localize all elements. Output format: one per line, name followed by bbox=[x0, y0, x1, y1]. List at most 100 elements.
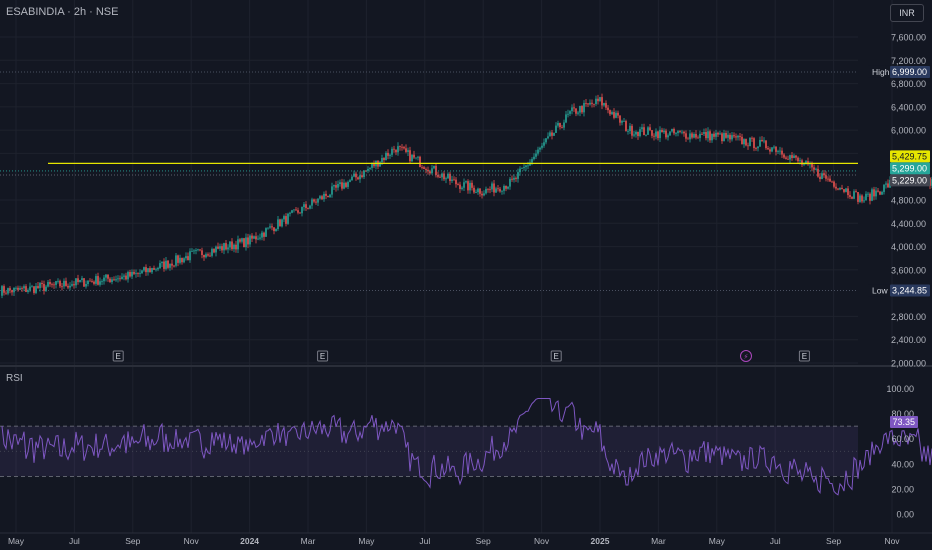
candle bbox=[805, 161, 807, 164]
candle bbox=[99, 281, 101, 285]
candle bbox=[237, 239, 239, 250]
candle bbox=[877, 190, 879, 192]
candle bbox=[689, 133, 691, 140]
rsi-tick-label: 60.00 bbox=[891, 434, 914, 444]
candle bbox=[349, 180, 351, 182]
candle bbox=[323, 193, 325, 200]
candle bbox=[147, 268, 149, 273]
candle bbox=[119, 278, 121, 280]
rsi-value-bg bbox=[890, 415, 918, 428]
candle bbox=[125, 275, 127, 280]
candle bbox=[673, 128, 675, 134]
candle bbox=[91, 281, 93, 282]
x-tick-label: May bbox=[709, 536, 726, 546]
candle bbox=[227, 247, 229, 250]
candle bbox=[137, 273, 139, 274]
candle bbox=[223, 243, 225, 251]
candle bbox=[421, 167, 423, 168]
candle bbox=[141, 270, 143, 274]
candle bbox=[175, 255, 177, 266]
candle bbox=[453, 179, 455, 181]
candle bbox=[777, 151, 779, 152]
candle bbox=[617, 112, 619, 116]
candle bbox=[671, 128, 673, 132]
candle bbox=[451, 179, 453, 181]
candle bbox=[521, 167, 523, 169]
candle bbox=[791, 155, 793, 158]
candle bbox=[669, 131, 671, 136]
candle bbox=[787, 158, 789, 160]
candle bbox=[709, 131, 711, 141]
candle bbox=[271, 226, 273, 228]
candle bbox=[347, 181, 349, 187]
candle bbox=[511, 178, 513, 180]
candle bbox=[143, 267, 145, 271]
candle bbox=[225, 243, 227, 250]
candle bbox=[395, 149, 397, 153]
candle bbox=[577, 112, 579, 114]
candle bbox=[801, 160, 803, 165]
candle bbox=[459, 184, 461, 189]
candle bbox=[387, 152, 389, 156]
candle bbox=[117, 278, 119, 280]
candle bbox=[399, 146, 401, 147]
x-tick-label: 2025 bbox=[591, 536, 610, 546]
candle bbox=[101, 281, 103, 283]
candle bbox=[65, 280, 67, 286]
candle bbox=[61, 286, 63, 288]
candle bbox=[285, 216, 287, 224]
earnings-marker bbox=[317, 350, 329, 362]
candle bbox=[149, 268, 151, 273]
candle bbox=[491, 183, 493, 190]
candle bbox=[531, 159, 533, 163]
candle bbox=[75, 278, 77, 286]
candle bbox=[403, 147, 405, 149]
candle bbox=[833, 181, 835, 187]
candle bbox=[875, 190, 877, 197]
candle bbox=[415, 157, 417, 159]
candle bbox=[11, 290, 13, 293]
candle bbox=[661, 129, 663, 133]
candle bbox=[57, 280, 59, 282]
candle bbox=[127, 272, 129, 280]
candle bbox=[579, 105, 581, 113]
candle bbox=[413, 154, 415, 158]
x-tick-label: Nov bbox=[184, 536, 200, 546]
candle bbox=[461, 187, 463, 189]
candle bbox=[783, 154, 785, 158]
earnings-marker bbox=[112, 350, 124, 362]
candle bbox=[393, 148, 395, 150]
candle bbox=[379, 162, 381, 167]
candle bbox=[657, 131, 659, 139]
candle bbox=[523, 166, 525, 168]
candle bbox=[739, 135, 741, 137]
candle bbox=[97, 276, 99, 285]
dividend-icon bbox=[740, 350, 752, 362]
candle bbox=[121, 276, 123, 280]
candle bbox=[549, 132, 551, 137]
candle bbox=[823, 173, 825, 176]
candle bbox=[321, 196, 323, 200]
candle bbox=[607, 107, 609, 111]
candle bbox=[283, 216, 285, 220]
candle bbox=[515, 177, 517, 179]
candle bbox=[479, 188, 481, 194]
candle bbox=[829, 178, 831, 182]
candle bbox=[297, 210, 299, 213]
candle bbox=[89, 280, 91, 282]
y-tick-label: 2,800.00 bbox=[891, 312, 926, 322]
candle bbox=[513, 177, 515, 180]
candle bbox=[557, 123, 559, 126]
y-tick-label: 6,400.00 bbox=[891, 102, 926, 112]
currency-button[interactable]: INR bbox=[890, 4, 924, 22]
candle bbox=[265, 228, 267, 237]
candle bbox=[251, 235, 253, 239]
candle bbox=[215, 246, 217, 253]
candle bbox=[45, 286, 47, 291]
candle bbox=[77, 278, 79, 283]
candle bbox=[595, 98, 597, 105]
candle bbox=[373, 163, 375, 167]
candle bbox=[145, 267, 147, 273]
